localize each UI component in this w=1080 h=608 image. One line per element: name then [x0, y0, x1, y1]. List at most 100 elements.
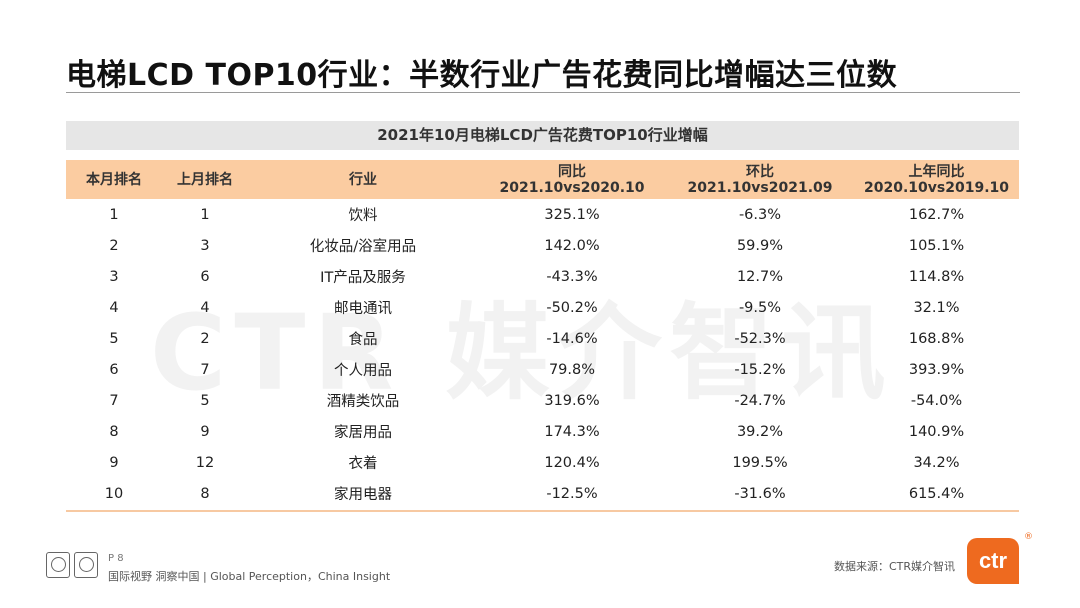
table-cell: 319.6%	[544, 392, 600, 409]
table-cell: 12	[195, 454, 215, 471]
table-row: 1 1 饮料 325.1% -6.3% 162.7%	[66, 199, 1019, 230]
registered-mark: ®	[1024, 532, 1033, 542]
table-cell: -50.2%	[546, 299, 598, 316]
column-header: 环比 2021.10vs2021.09	[666, 160, 854, 199]
table-cell: 79.8%	[548, 361, 596, 378]
table-cell: 59.9%	[736, 237, 784, 254]
table-cell: -24.7%	[734, 392, 786, 409]
table-cell: 3	[109, 268, 119, 285]
table-cell: 8	[200, 485, 210, 502]
table-cell: 1	[200, 206, 210, 223]
table-cell: 10	[104, 485, 124, 502]
table-cell: 168.8%	[908, 330, 965, 347]
column-header: 同比 2021.10vs2020.10	[478, 160, 666, 199]
table-cell: 1	[109, 206, 119, 223]
column-header-label: 同比	[558, 163, 586, 180]
table-cell: 6	[200, 268, 210, 285]
ctr-logo-icon: ctr	[967, 538, 1019, 584]
table-cell: 325.1%	[544, 206, 600, 223]
table-cell: 4	[109, 299, 119, 316]
table-row: 7 5 酒精类饮品 319.6% -24.7% -54.0%	[66, 385, 1019, 416]
table-cell: -31.6%	[734, 485, 786, 502]
table-cell: 家用电器	[334, 487, 392, 503]
table-cell: 4	[200, 299, 210, 316]
table-cell: 34.2%	[913, 454, 960, 471]
table-cell: 32.1%	[913, 299, 960, 316]
table-row: 9 12 衣着 120.4% 199.5% 34.2%	[66, 447, 1019, 478]
industry-growth-table: 本月排名 上月排名 行业 同比 2021.10vs2020.10 环比 2021.10vs2…	[66, 160, 1019, 509]
certification-logos	[46, 549, 100, 581]
table-cell: 衣着	[348, 456, 378, 472]
table-cell: 174.3%	[544, 423, 600, 440]
table-cell: 142.0%	[544, 237, 600, 254]
table-cell: 邮电通讯	[334, 301, 392, 317]
table-cell: IT产品及服务	[320, 270, 406, 286]
table-cell: 家居用品	[334, 425, 392, 441]
table-cell: 120.4%	[544, 454, 600, 471]
table-row: 6 7 个人用品 79.8% -15.2% 393.9%	[66, 354, 1019, 385]
table-cell: 9	[200, 423, 210, 440]
table-caption: 2021年10月电梯LCD广告花费TOP10行业增幅	[66, 121, 1019, 150]
table-cell: 9	[109, 454, 119, 471]
column-header-label: 环比	[746, 163, 774, 180]
column-header-label: 上月排名	[177, 171, 233, 188]
table-cell: 酒精类饮品	[326, 394, 400, 410]
table-row: 8 9 家居用品 174.3% 39.2% 140.9%	[66, 416, 1019, 447]
page-number: P 8	[108, 553, 124, 564]
table-cell: 12.7%	[736, 268, 784, 285]
table-cell: 140.9%	[908, 423, 965, 440]
table-cell: 7	[200, 361, 210, 378]
table-cell: 饮料	[348, 208, 378, 224]
table-cell: 3	[200, 237, 210, 254]
table-row: 2 3 化妆品/浴室用品 142.0% 59.9% 105.1%	[66, 230, 1019, 261]
certification-badge-icon	[46, 552, 70, 578]
table-row: 4 4 邮电通讯 -50.2% -9.5% 32.1%	[66, 292, 1019, 323]
table-cell: 2	[109, 237, 119, 254]
table-cell: -54.0%	[910, 392, 963, 409]
table-cell: 5	[109, 330, 119, 347]
table-cell: 199.5%	[732, 454, 788, 471]
table-cell: 6	[109, 361, 119, 378]
table-cell: -6.3%	[738, 206, 782, 223]
column-header: 本月排名	[66, 160, 162, 199]
table-cell: 393.9%	[908, 361, 965, 378]
table-bottom-rule	[66, 510, 1019, 512]
title-divider	[66, 92, 1020, 93]
table-cell: 食品	[348, 332, 378, 348]
table-cell: -12.5%	[546, 485, 598, 502]
table-row: 10 8 家用电器 -12.5% -31.6% 615.4%	[66, 478, 1019, 509]
table-cell: 个人用品	[334, 363, 392, 379]
page-title: 电梯LCD TOP10行业：半数行业广告花费同比增幅达三位数	[66, 58, 898, 93]
column-header-period: 2021.10vs2020.10	[499, 179, 645, 196]
table-cell: 114.8%	[908, 268, 965, 285]
table-cell: -14.6%	[546, 330, 598, 347]
column-header-period: 2021.10vs2021.09	[687, 179, 833, 196]
table-cell: 105.1%	[908, 237, 965, 254]
table-header-row: 本月排名 上月排名 行业 同比 2021.10vs2020.10 环比 2021.10vs2…	[66, 160, 1019, 199]
column-header-label: 行业	[349, 171, 377, 188]
footer-tagline: 国际视野 洞察中国 | Global Perception，China Insi…	[108, 570, 391, 583]
column-header: 行业	[248, 160, 478, 199]
quality-mark-icon	[74, 552, 98, 578]
table-cell: 2	[200, 330, 210, 347]
table-cell: -15.2%	[734, 361, 786, 378]
table-cell: 615.4%	[908, 485, 965, 502]
column-header-label: 上年同比	[908, 163, 965, 180]
table-cell: 5	[200, 392, 210, 409]
data-source: 数据来源：CTR媒介智讯	[834, 560, 956, 573]
column-header-label: 本月排名	[86, 171, 142, 188]
table-cell: -52.3%	[734, 330, 786, 347]
table-cell: 化妆品/浴室用品	[309, 239, 417, 255]
table-container: 2021年10月电梯LCD广告花费TOP10行业增幅 本月排名 上月排名 行业 同比 2…	[66, 121, 1019, 512]
table-cell: 162.7%	[908, 206, 965, 223]
table-body: 1 1 饮料 325.1% -6.3% 162.7% 2 3 化妆品/浴室用品 142.0% 59.…	[66, 199, 1019, 509]
column-header-period: 2020.10vs2019.10	[864, 179, 1009, 196]
table-row: 3 6 IT产品及服务 -43.3% 12.7% 114.8%	[66, 261, 1019, 292]
column-header: 上年同比 2020.10vs2019.10	[854, 160, 1019, 199]
column-header: 上月排名	[162, 160, 248, 199]
table-cell: 39.2%	[736, 423, 784, 440]
table-cell: -43.3%	[546, 268, 598, 285]
table-cell: 7	[109, 392, 119, 409]
table-row: 5 2 食品 -14.6% -52.3% 168.8%	[66, 323, 1019, 354]
table-cell: 8	[109, 423, 119, 440]
